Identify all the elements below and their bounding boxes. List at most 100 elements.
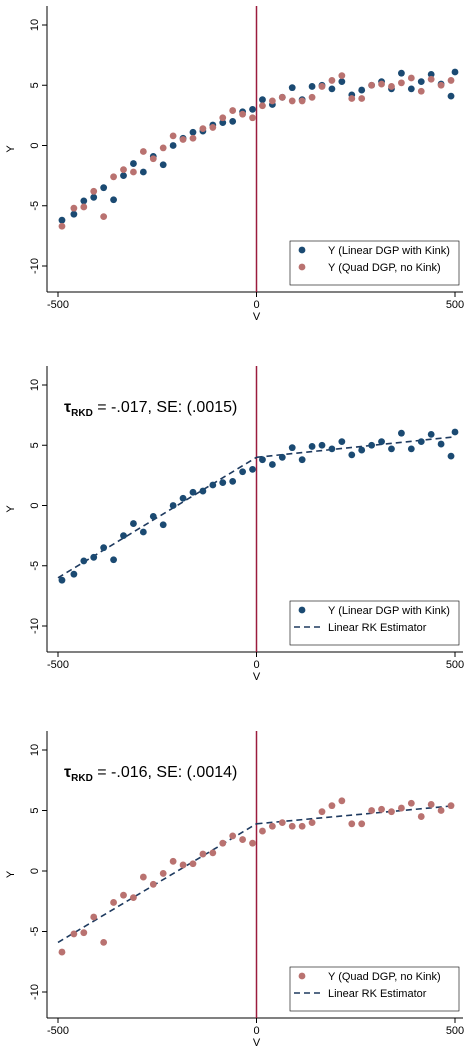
y-tick-label: -10 [29,258,41,274]
y-tick-label: -5 [29,927,41,937]
data-point [417,813,425,820]
legend-box [289,240,460,286]
data-point [100,938,108,946]
fit-line-segment [57,823,257,944]
data-point [100,544,108,552]
data-point [130,520,137,527]
y-tick-label: 5 [29,807,41,813]
x-tick-label: 500 [446,1025,464,1037]
data-point [298,97,306,105]
data-point [70,204,78,212]
data-point [179,136,187,143]
y-tick-label: -5 [29,561,41,571]
y-axis-title: Y [5,505,17,513]
data-point [328,77,336,84]
data-point [130,168,137,176]
y-tick-label: 5 [29,82,41,88]
data-point [219,119,227,127]
data-point [447,452,455,460]
rkd-annotation: τRKD = -.016, SE: (.0014) [64,764,237,784]
y-tick-label: 10 [29,744,41,756]
data-point [259,827,266,835]
data-point [368,441,376,449]
data-point [378,805,385,813]
y-axis-title: Y [5,145,17,153]
data-point [149,880,157,888]
data-point [139,168,147,176]
data-point [90,187,98,195]
data-point [288,84,296,92]
data-point [159,521,167,529]
data-point [447,92,455,100]
data-point [427,801,435,808]
data-point [451,428,459,436]
data-point [139,148,147,155]
legend-marker [298,606,306,614]
data-point [80,197,88,205]
y-tick-label: 0 [29,868,41,874]
data-point [427,431,435,438]
data-point [437,81,445,89]
data-point [278,819,286,826]
legend: Y (Quad DGP, no Kink) Linear RK Estimator [289,966,460,1012]
data-point [139,873,147,881]
data-point [268,97,276,105]
data-point [268,822,276,830]
data-point [120,166,127,174]
data-point [298,456,306,464]
data-point [58,222,66,230]
x-axis-title: V [253,311,261,323]
data-point [427,75,435,83]
data-point [378,438,385,446]
data-point [159,161,167,169]
data-point [388,445,395,453]
data-point [437,807,445,814]
data-point [209,481,217,489]
data-point [189,488,197,496]
data-point [169,857,177,865]
data-point [447,802,455,810]
data-point [398,804,405,812]
data-point [407,799,415,807]
legend-label: Y (Quad DGP, no Kink) [328,262,441,274]
data-point [398,429,405,437]
data-point [149,512,157,520]
y-tick-label: -10 [29,984,41,1000]
legend-label: Linear RK Estimator [328,988,427,1000]
data-point [120,172,127,180]
data-point [149,155,157,163]
fit-line-segment [57,456,257,579]
legend-label: Y (Quad DGP, no Kink) [328,971,441,983]
data-point [219,114,227,122]
x-axis-title: V [253,671,261,683]
y-axis-title: Y [5,870,17,878]
data-point [90,913,98,921]
data-point [90,553,98,561]
data-point [229,832,237,840]
panel-1: -10 -5 0 5 10 -500 0 500 Y V Y (Linear DGP with Ki… [5,6,464,323]
data-point [407,85,415,93]
data-point [199,487,207,495]
data-point [249,465,256,473]
data-point [358,446,366,454]
data-point [417,438,425,446]
y-tick-label: 0 [29,502,41,508]
data-point [249,114,256,122]
data-point [368,81,376,89]
data-point [189,128,197,136]
data-point [130,160,137,167]
data-point [308,443,316,450]
data-point [358,86,366,94]
data-point [179,494,187,502]
data-point [288,97,296,105]
data-point [378,80,385,88]
y-tick-label: 0 [29,142,41,148]
data-point [259,102,266,110]
x-tick-label: -500 [47,299,69,311]
data-point [447,77,455,84]
data-point [348,820,356,828]
data-point [328,802,336,810]
data-point [80,557,88,565]
data-point [70,210,78,218]
